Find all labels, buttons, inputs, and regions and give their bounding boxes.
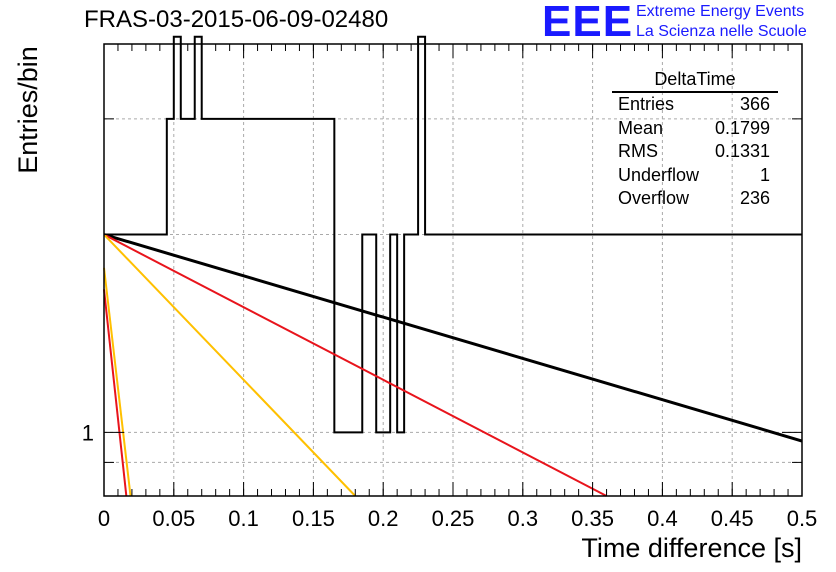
x-tick-label: 0.4 <box>647 506 678 531</box>
stats-value: 0.1331 <box>714 141 770 161</box>
stats-row-mean: Mean 0.1799 <box>612 117 778 141</box>
stats-value: 1 <box>759 164 770 185</box>
x-tick-label: 0.2 <box>368 506 399 531</box>
x-tick-label: 0.35 <box>571 506 614 531</box>
stats-label: Mean <box>618 117 664 138</box>
stats-box: DeltaTime Entries 366 Mean 0.1799 RMS 0.… <box>612 68 778 211</box>
plot-title: FRAS-03-2015-06-09-02480 <box>84 6 389 33</box>
fit-line <box>103 233 608 497</box>
fit-line <box>103 233 357 497</box>
stats-value: 236 <box>739 188 770 208</box>
x-tick-label: 0.15 <box>292 506 335 531</box>
stats-row-rms: RMS 0.1331 <box>612 140 778 164</box>
logo-subtitle-2: La Scienza nelle Scuole <box>636 23 807 40</box>
stats-label: Underflow <box>618 164 700 185</box>
stats-label: RMS <box>618 141 658 161</box>
logo-subtitle-1: Extreme Energy Events <box>636 3 805 20</box>
fit-line <box>103 267 132 497</box>
stats-label: Entries <box>618 94 675 114</box>
x-tick-label: 0.45 <box>711 506 754 531</box>
x-tick-label: 0.25 <box>432 506 475 531</box>
stats-value: 366 <box>739 94 770 114</box>
fit-line <box>103 233 803 443</box>
x-tick-label: 0.05 <box>152 506 195 531</box>
x-tick-label: 0.3 <box>508 506 539 531</box>
x-tick-label: 0.5 <box>787 506 818 531</box>
eee-logo: EEE <box>542 0 634 46</box>
y-tick-label: 1 <box>82 420 94 445</box>
stats-row-underflow: Underflow 1 <box>612 164 778 188</box>
stats-value: 0.1799 <box>714 117 770 138</box>
stats-label: Overflow <box>618 188 690 208</box>
fit-line <box>103 289 128 497</box>
x-axis-label: Time difference [s] <box>581 533 802 563</box>
histogram-step <box>104 35 802 434</box>
x-tick-label: 0.1 <box>228 506 259 531</box>
stats-row-entries: Entries 366 <box>612 93 778 117</box>
stats-row-overflow: Overflow 236 <box>612 187 778 211</box>
stats-title: DeltaTime <box>612 68 778 93</box>
x-tick-label: 0 <box>98 506 110 531</box>
